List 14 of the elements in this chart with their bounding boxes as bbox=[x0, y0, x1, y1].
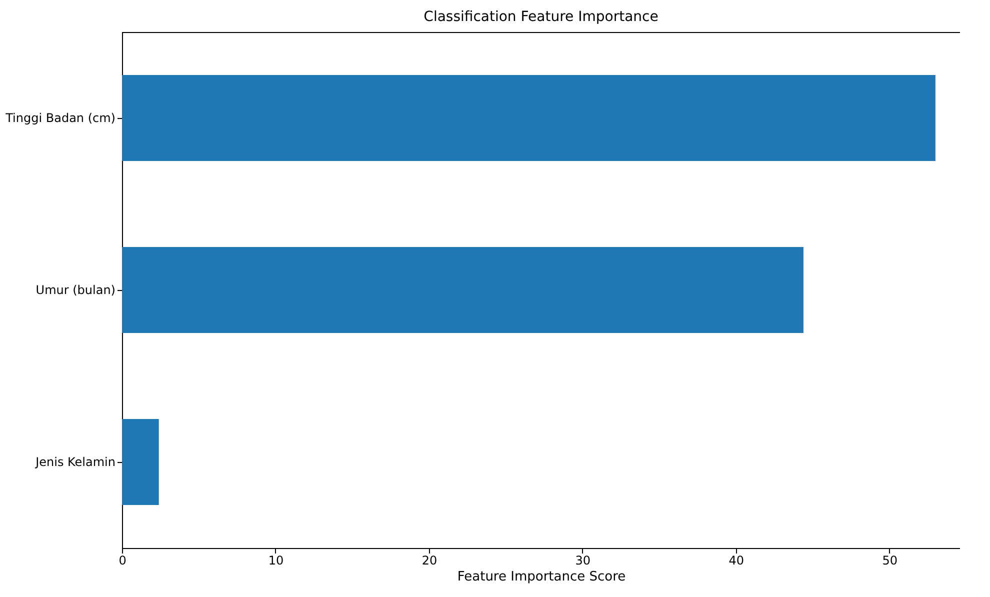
x-axis-title: Feature Importance Score bbox=[457, 570, 626, 584]
x-tick-label: 20 bbox=[422, 554, 438, 568]
bar bbox=[122, 75, 936, 161]
bar bbox=[122, 247, 804, 333]
y-tick-label: Jenis Kelamin bbox=[34, 455, 116, 469]
x-tick-label: 40 bbox=[728, 554, 744, 568]
x-tick-label: 10 bbox=[268, 554, 284, 568]
y-tick-label: Umur (bulan) bbox=[36, 283, 116, 297]
bar bbox=[122, 419, 159, 505]
x-tick-label: 0 bbox=[118, 554, 126, 568]
chart-title: Classification Feature Importance bbox=[424, 9, 658, 25]
x-tick-label: 50 bbox=[882, 554, 898, 568]
x-tick-label: 30 bbox=[575, 554, 591, 568]
y-tick-label: Tinggi Badan (cm) bbox=[4, 111, 116, 125]
